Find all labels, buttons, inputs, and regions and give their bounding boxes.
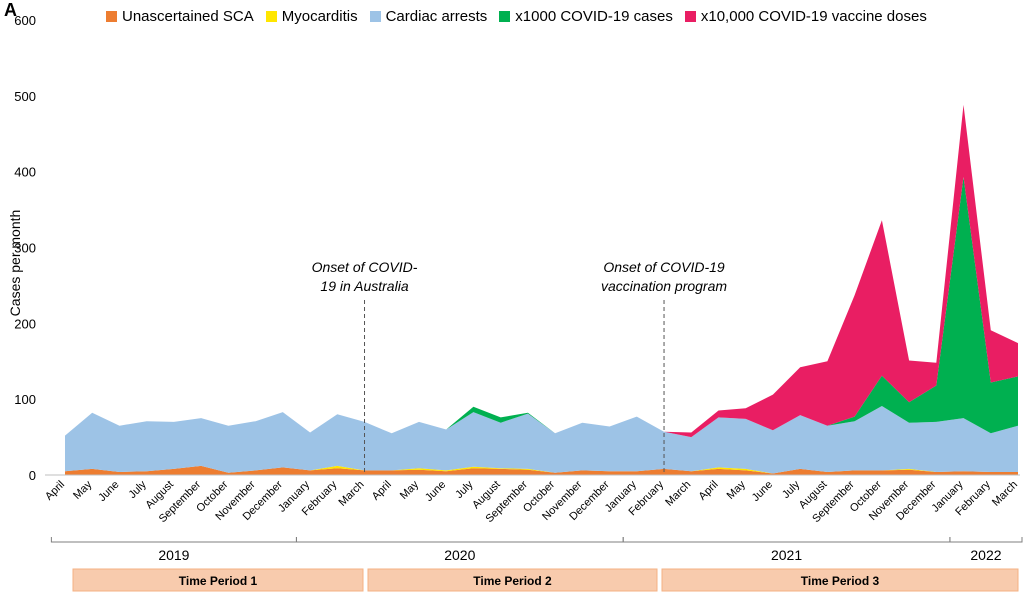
legend-swatch-unascertained [106, 11, 117, 22]
x-tick-label: April [43, 479, 67, 503]
y-tick-label: 0 [29, 468, 36, 483]
annotation-text: Onset of COVID- [312, 259, 418, 275]
y-tick-label: 200 [14, 316, 36, 331]
series-area-unascertained [65, 465, 1018, 475]
panel-label: A [4, 0, 17, 20]
y-tick-label: 400 [14, 165, 36, 180]
y-tick-label: 500 [14, 89, 36, 104]
time-period-box [72, 568, 364, 592]
year-bracket [949, 537, 1023, 543]
legend-swatch-covid [499, 11, 511, 22]
year-bracket [50, 537, 297, 543]
x-tick-label: May [398, 478, 422, 502]
x-tick-label: March [663, 479, 693, 509]
legend-item-myocarditis: Myocarditis [265, 8, 358, 25]
legend-item-vaccine: x10,000 COVID-19 vaccine doses [684, 8, 927, 25]
series-area-cardiac [65, 406, 1018, 474]
y-tick-label: 300 [14, 241, 36, 256]
time-period-label: Time Period 1 [179, 574, 258, 588]
x-tick-label: May [71, 478, 95, 502]
x-tick-label: March [990, 479, 1020, 509]
legend-label-covid: x1000 COVID-19 cases [515, 8, 673, 25]
x-tick-label: April [370, 479, 394, 503]
time-period-label: Time Period 3 [801, 574, 880, 588]
x-tick-label: July [126, 478, 149, 501]
x-tick-label: May [725, 478, 749, 502]
annotation-text: Onset of COVID-19 [603, 259, 725, 275]
time-period-box [367, 568, 658, 592]
legend-label-vaccine: x10,000 COVID-19 vaccine doses [700, 8, 927, 25]
x-tick-label: June [96, 479, 121, 504]
legend-swatch-cardiac [369, 11, 381, 22]
legend-swatch-vaccine [684, 11, 696, 22]
time-period-label: Time Period 2 [473, 574, 552, 588]
x-tick-label: July [453, 478, 476, 501]
annotation-text: vaccination program [601, 278, 727, 294]
series-area-covid [65, 177, 1018, 438]
year-bracket [295, 537, 624, 543]
year-label: 2021 [771, 547, 802, 563]
year-label: 2020 [444, 547, 475, 563]
x-tick-label: March [337, 479, 367, 509]
legend-item-unascertained: Unascertained SCA [106, 8, 254, 25]
x-tick-label: July [780, 478, 803, 501]
x-tick-label: June [750, 479, 775, 504]
legend-label-unascertained: Unascertained SCA [122, 8, 254, 25]
legend-item-covid: x1000 COVID-19 cases [499, 8, 673, 25]
x-tick-label: April [697, 479, 721, 503]
legend-label-myocarditis: Myocarditis [281, 8, 358, 25]
y-tick-label: 600 [14, 13, 36, 28]
legend: Unascertained SCA Myocarditis Cardiac ar… [106, 8, 927, 25]
year-bracket [622, 537, 951, 543]
time-period-box [661, 568, 1019, 592]
x-tick-label: June [423, 479, 448, 504]
year-label: 2022 [970, 547, 1001, 563]
legend-item-cardiac: Cardiac arrests [369, 8, 488, 25]
legend-label-cardiac: Cardiac arrests [385, 8, 488, 25]
year-label: 2019 [158, 547, 189, 563]
y-tick-label: 100 [14, 392, 36, 407]
annotation-text: 19 in Australia [320, 278, 408, 294]
legend-swatch-myocarditis [265, 11, 277, 22]
